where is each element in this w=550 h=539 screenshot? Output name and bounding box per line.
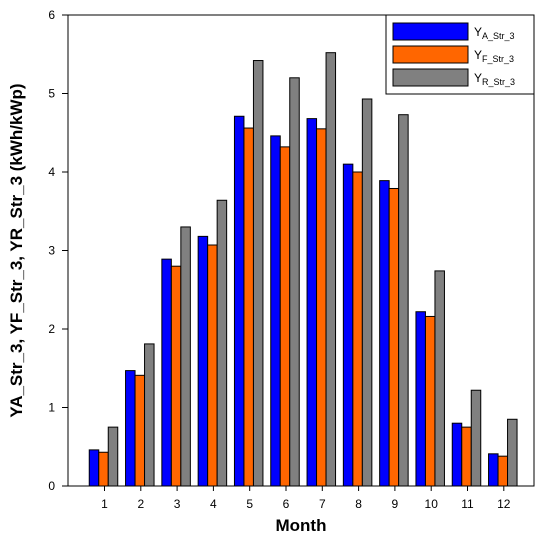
bar-YA_Str_3-3 <box>161 258 172 487</box>
bars-layer <box>88 52 518 487</box>
bar-YA_Str_3-10 <box>415 311 426 487</box>
bar-YA_Str_3-11 <box>451 422 463 487</box>
bar-YA_Str_3-9 <box>379 180 390 487</box>
x-tick-label: 8 <box>355 497 362 511</box>
bar-YA_Str_3-1 <box>88 449 100 487</box>
bar-YF_Str_3-8 <box>352 171 363 487</box>
bar-YR_Str_3-7 <box>325 52 337 487</box>
bar-YF_Str_3-2 <box>134 374 146 487</box>
x-axis-title: Month <box>276 516 327 535</box>
legend-swatch <box>392 22 469 41</box>
bar-YA_Str_3-5 <box>233 115 245 487</box>
x-tick-label: 7 <box>319 497 326 511</box>
y-tick-label: 4 <box>48 165 55 179</box>
bar-YF_Str_3-4 <box>207 244 218 487</box>
y-axis-title: YA_Str_3, YF_Str_3, YR_Str_3 (kWh/kWp) <box>7 83 26 417</box>
bar-YR_Str_3-1 <box>107 426 119 487</box>
bar-YR_Str_3-12 <box>507 418 518 487</box>
x-tick-label: 6 <box>283 497 290 511</box>
bar-YR_Str_3-4 <box>216 199 228 487</box>
bar-YF_Str_3-11 <box>461 426 472 487</box>
x-tick-label: 1 <box>101 497 108 511</box>
x-tick-label: 11 <box>461 497 474 511</box>
bar-YF_Str_3-6 <box>279 146 291 487</box>
bar-YF_Str_3-5 <box>243 127 254 487</box>
x-tick-label: 3 <box>174 497 181 511</box>
legend-label-YF_Str_3: YF_Str_3 <box>474 48 514 64</box>
bar-YA_Str_3-12 <box>488 453 499 487</box>
bar-YA_Str_3-7 <box>306 118 318 487</box>
bar-YA_Str_3-8 <box>342 163 354 487</box>
y-tick-label: 3 <box>48 244 55 258</box>
bar-YR_Str_3-9 <box>398 114 409 487</box>
legend: YA_Str_3 YF_Str_3 YR_Str_3 <box>385 14 535 95</box>
legend-label-YA_Str_3: YA_Str_3 <box>474 25 515 41</box>
bar-YR_Str_3-3 <box>180 226 191 487</box>
y-tick-label: 5 <box>48 87 55 101</box>
bar-YR_Str_3-11 <box>470 389 482 487</box>
bar-YF_Str_3-7 <box>316 128 327 487</box>
bar-YA_Str_3-2 <box>125 370 136 487</box>
bar-YR_Str_3-8 <box>361 98 373 487</box>
bar-YF_Str_3-12 <box>497 455 509 487</box>
y-tick-label: 1 <box>48 401 55 415</box>
y-tick-label: 0 <box>48 479 55 493</box>
bar-YA_Str_3-6 <box>270 135 281 487</box>
x-tick-label: 4 <box>210 497 217 511</box>
legend-swatch <box>392 45 469 64</box>
bar-YR_Str_3-5 <box>252 60 264 487</box>
bar-YF_Str_3-1 <box>98 451 109 487</box>
bar-YR_Str_3-6 <box>289 77 300 487</box>
bar-YR_Str_3-2 <box>144 343 155 487</box>
y-tick-label: 6 <box>48 8 55 22</box>
bar-YF_Str_3-10 <box>424 315 436 487</box>
x-tick-label: 2 <box>137 497 144 511</box>
bar-YR_Str_3-10 <box>434 270 445 487</box>
bar-YF_Str_3-3 <box>170 265 182 487</box>
legend-swatch <box>392 68 469 87</box>
legend-label-YR_Str_3: YR_Str_3 <box>474 71 515 87</box>
x-tick-label: 9 <box>392 497 399 511</box>
x-tick-label: 5 <box>246 497 253 511</box>
bar-YF_Str_3-9 <box>388 187 400 487</box>
x-tick-label: 12 <box>497 497 511 511</box>
x-tick-label: 10 <box>425 497 439 511</box>
y-tick-label: 2 <box>48 322 55 336</box>
bar-YA_Str_3-4 <box>197 235 209 487</box>
